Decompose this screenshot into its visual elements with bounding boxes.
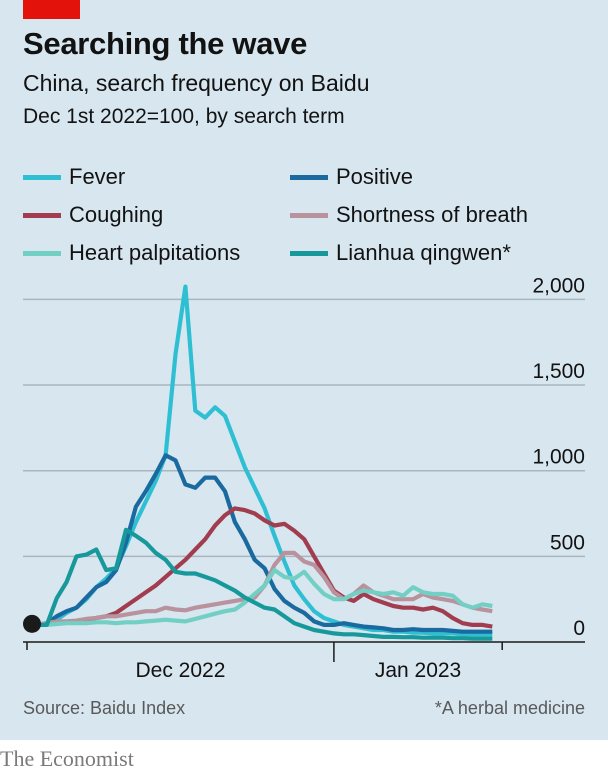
line-chart: 0 500 1,000 1,500 2,000 Dec 2022 Jan 2023 — [23, 274, 585, 682]
legend-label: Heart palpitations — [69, 240, 241, 265]
legend-item: Fever — [23, 164, 125, 190]
series-lines — [23, 284, 493, 641]
legend-label: Shortness of breath — [336, 202, 529, 227]
legend-item: Shortness of breath — [290, 202, 528, 228]
legend-item: Heart palpitations — [23, 240, 240, 266]
series-line-coughing — [27, 506, 493, 629]
x-axis — [23, 641, 585, 662]
chart-units: Dec 1st 2022=100, by search term — [23, 105, 345, 128]
series-line-fever — [27, 284, 493, 637]
legend-label: Coughing — [69, 202, 164, 227]
legend-item: Coughing — [23, 202, 163, 228]
y-tick-label: 500 — [550, 531, 585, 554]
y-tick-label: 0 — [573, 617, 585, 640]
legend-swatch — [290, 212, 328, 218]
legend-swatch — [23, 212, 61, 218]
legend-swatch — [290, 174, 328, 180]
x-tick-label: Jan 2023 — [375, 659, 461, 682]
source-note: Source: Baidu Index — [23, 698, 186, 718]
legend-label: Lianhua qingwen* — [336, 240, 511, 265]
y-axis-labels: 0 500 1,000 1,500 2,000 — [532, 274, 585, 640]
chart-subtitle: China, search frequency on Baidu — [23, 70, 370, 96]
y-tick-label: 1,500 — [532, 360, 585, 383]
legend-swatch — [23, 174, 61, 180]
gridlines — [23, 298, 585, 558]
footnote: *A herbal medicine — [434, 698, 585, 718]
legend-swatch — [23, 250, 61, 256]
x-axis-labels: Dec 2022 Jan 2023 — [135, 659, 461, 682]
series-line-heart-palpitations — [27, 567, 493, 628]
legend-label: Fever — [69, 164, 126, 189]
series-line-positive — [27, 453, 493, 634]
y-tick-label: 2,000 — [532, 274, 585, 297]
legend-item: Lianhua qingwen* — [290, 240, 511, 266]
brand-logo: The Economist — [0, 746, 134, 771]
y-tick-label: 1,000 — [532, 446, 585, 469]
legend-swatch — [290, 250, 328, 256]
series-line-lianhua-qingwen — [27, 527, 493, 641]
brand-red-bar — [23, 0, 80, 19]
legend-label: Positive — [336, 164, 414, 189]
chart-title: Searching the wave — [23, 26, 308, 61]
legend-item: Positive — [290, 164, 413, 190]
x-tick-label: Dec 2022 — [135, 659, 225, 682]
baseline-marker — [23, 614, 41, 633]
